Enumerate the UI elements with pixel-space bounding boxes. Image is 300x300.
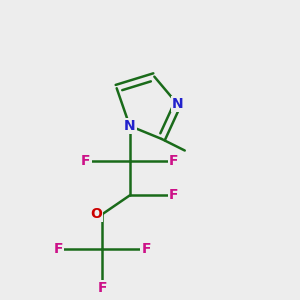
Text: F: F xyxy=(141,242,151,256)
Text: N: N xyxy=(172,97,183,111)
Text: N: N xyxy=(124,119,136,133)
Text: F: F xyxy=(169,188,178,203)
Text: F: F xyxy=(54,242,63,256)
Text: F: F xyxy=(169,154,178,168)
Text: F: F xyxy=(98,281,107,295)
Text: F: F xyxy=(81,154,91,168)
Text: O: O xyxy=(90,207,102,221)
